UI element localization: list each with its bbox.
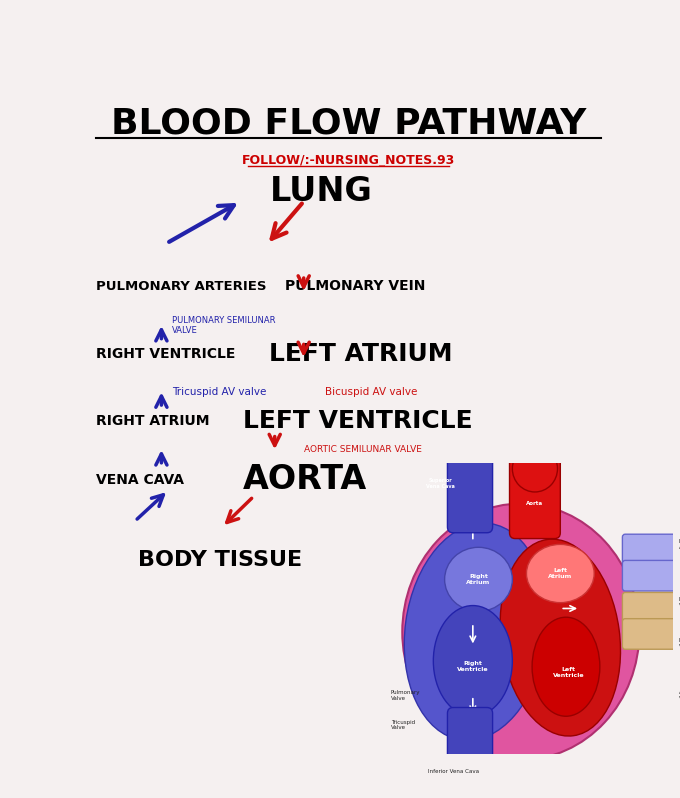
FancyBboxPatch shape <box>622 618 676 650</box>
Ellipse shape <box>532 617 600 717</box>
Text: Pulmonary
Artery: Pulmonary Artery <box>679 539 680 550</box>
Text: LEFT ATRIUM: LEFT ATRIUM <box>269 342 453 365</box>
Text: VENA CAVA: VENA CAVA <box>95 472 184 487</box>
FancyBboxPatch shape <box>447 457 492 533</box>
Text: Right
Ventricle: Right Ventricle <box>457 662 489 672</box>
Text: Tricuspid AV valve: Tricuspid AV valve <box>172 387 267 397</box>
Text: LUNG: LUNG <box>269 175 373 207</box>
Ellipse shape <box>405 523 547 741</box>
Text: Left
Ventricle: Left Ventricle <box>553 667 585 678</box>
FancyBboxPatch shape <box>622 592 676 623</box>
Text: Left
Atrium: Left Atrium <box>548 568 573 579</box>
Text: FOLLOW/:-NURSING_NOTES.93: FOLLOW/:-NURSING_NOTES.93 <box>242 154 455 167</box>
Text: PULMONARY VEIN: PULMONARY VEIN <box>286 279 426 293</box>
Ellipse shape <box>500 539 621 736</box>
FancyBboxPatch shape <box>622 560 676 591</box>
FancyBboxPatch shape <box>509 457 560 539</box>
Text: Tricuspid
Valve: Tricuspid Valve <box>391 720 415 730</box>
Text: AORTIC SEMILUNAR VALVE: AORTIC SEMILUNAR VALVE <box>304 445 422 454</box>
Text: Pulmonary
Valve: Pulmonary Valve <box>391 690 420 701</box>
Text: AORTA: AORTA <box>243 464 367 496</box>
Text: RIGHT ATRIUM: RIGHT ATRIUM <box>95 414 209 429</box>
Ellipse shape <box>433 606 512 717</box>
Ellipse shape <box>403 504 639 760</box>
Text: Pulmonary
Vein: Pulmonary Vein <box>679 597 680 608</box>
FancyBboxPatch shape <box>622 534 676 565</box>
Text: Aorta: Aorta <box>526 501 543 506</box>
Text: Right
Atrium: Right Atrium <box>466 574 490 585</box>
Text: BLOOD FLOW PATHWAY: BLOOD FLOW PATHWAY <box>111 106 586 140</box>
Text: LEFT VENTRICLE: LEFT VENTRICLE <box>243 409 473 433</box>
Text: PULMONARY SEMILUNAR
VALVE: PULMONARY SEMILUNAR VALVE <box>172 316 275 335</box>
Text: BODY TISSUE: BODY TISSUE <box>137 550 302 570</box>
Text: Bicuspid AV valve: Bicuspid AV valve <box>325 387 417 397</box>
Text: RIGHT VENTRICLE: RIGHT VENTRICLE <box>95 347 235 361</box>
Circle shape <box>512 445 558 492</box>
Text: Mitral
Valve: Mitral Valve <box>679 638 680 649</box>
Ellipse shape <box>445 547 512 611</box>
Ellipse shape <box>526 544 594 602</box>
Text: PULMONARY ARTERIES: PULMONARY ARTERIES <box>95 280 266 293</box>
Text: Aortic
Valve: Aortic Valve <box>679 690 680 701</box>
Text: Superior
Vena Cava: Superior Vena Cava <box>426 478 455 488</box>
Text: Inferior Vena Cava: Inferior Vena Cava <box>428 769 479 774</box>
FancyBboxPatch shape <box>447 708 492 760</box>
